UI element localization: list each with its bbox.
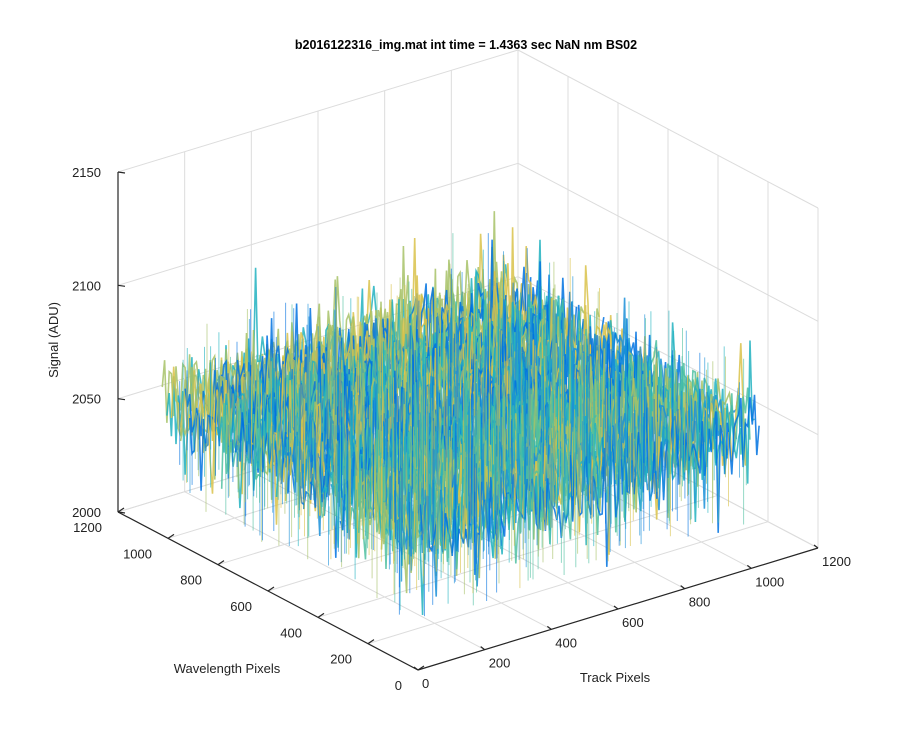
y-tick-label: 1000 [123, 546, 152, 561]
x-tick [746, 564, 752, 569]
x-axis-label: Track Pixels [580, 670, 651, 685]
z-tick-label: 2050 [72, 392, 101, 407]
x-tick [613, 605, 619, 610]
grid-line-wall-z [517, 49, 819, 209]
z-tick [117, 284, 126, 287]
y-tick-label: 800 [180, 573, 202, 588]
grid-line-wall-z [517, 276, 819, 436]
x-tick [546, 625, 552, 630]
y-tick [367, 639, 375, 645]
x-tick-label: 1200 [822, 554, 851, 569]
y-tick-label: 200 [330, 652, 352, 667]
z-tick [117, 511, 126, 514]
x-tick-label: 200 [489, 656, 511, 671]
y-tick [117, 507, 125, 513]
x-tick-label: 600 [622, 615, 644, 630]
z-tick [117, 171, 126, 174]
z-tick-label: 2100 [72, 278, 101, 293]
y-tick-label: 0 [395, 678, 402, 693]
x-tick [480, 646, 486, 651]
z-tick [117, 398, 126, 401]
grid-line-floor-y [317, 494, 719, 618]
y-tick [417, 665, 425, 671]
y-tick [317, 612, 325, 618]
grid-line-wall-z [517, 162, 819, 322]
x-tick-label: 1000 [755, 574, 784, 589]
grid-line-wall-z [117, 49, 519, 173]
z-axis-label: Signal (ADU) [46, 302, 61, 378]
y-tick-label: 600 [230, 599, 252, 614]
tick-labels: 0 200 400 600 800 1000 1200 0 200 400 600 800 1000 12… [72, 165, 851, 693]
surface-mesh [161, 211, 760, 617]
y-axis-label: Wavelength Pixels [174, 661, 281, 676]
y-tick [217, 560, 225, 566]
x-tick [680, 585, 686, 590]
y-tick [167, 533, 175, 539]
grid-line-wall-z [117, 162, 519, 286]
x-tick [413, 666, 419, 671]
x-tick-label: 0 [422, 676, 429, 691]
axes [117, 171, 819, 671]
z-tick-label: 2150 [72, 165, 101, 180]
y-tick-label: 1200 [73, 520, 102, 535]
chart-title: b2016122316_img.mat int time = 1.4363 se… [295, 38, 637, 52]
x-tick-label: 800 [689, 595, 711, 610]
y-tick-label: 400 [280, 625, 302, 640]
z-tick-label: 2000 [72, 505, 101, 520]
y-tick [267, 586, 275, 592]
grid-line-floor-y [367, 521, 769, 645]
x-tick-label: 400 [555, 635, 577, 650]
x-tick [813, 544, 819, 549]
